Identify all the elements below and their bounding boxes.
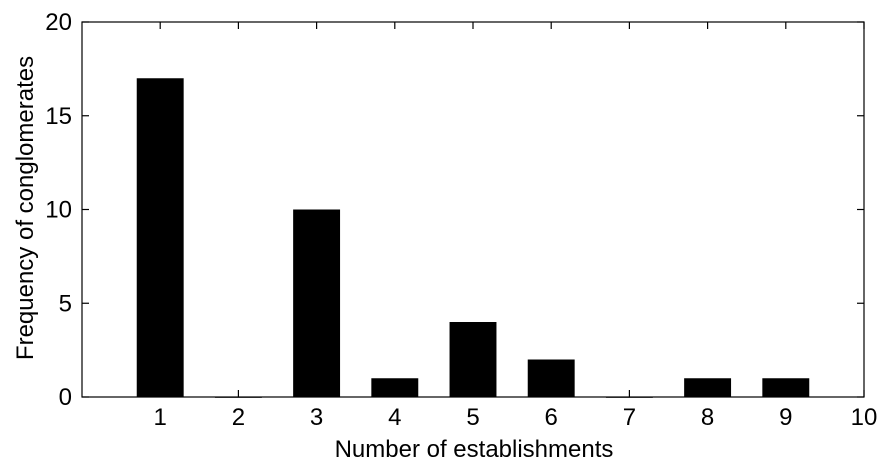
x-tick-label-6: 6 xyxy=(545,404,558,431)
tick-labels-group: 1 2 3 4 5 6 7 8 9 10 0 5 10 15 20 xyxy=(45,9,877,431)
x-axis-label: Number of establishments xyxy=(335,436,614,462)
x-tick-label-1: 1 xyxy=(154,404,167,431)
bar-3 xyxy=(293,209,341,397)
y-axis-label: Frequency of conglomerates xyxy=(12,56,39,360)
bar-9 xyxy=(762,378,810,397)
x-tick-label-7: 7 xyxy=(623,404,636,431)
x-tick-label-3: 3 xyxy=(310,404,323,431)
bar-1 xyxy=(136,78,184,397)
x-tick-label-8: 8 xyxy=(701,404,714,431)
y-tick-label-5: 5 xyxy=(59,290,72,317)
x-tick-label-5: 5 xyxy=(466,404,479,431)
y-tick-label-0: 0 xyxy=(59,384,72,411)
x-tick-label-9: 9 xyxy=(779,404,792,431)
x-tick-label-10: 10 xyxy=(851,404,878,431)
y-tick-label-10: 10 xyxy=(45,197,72,224)
bar-4 xyxy=(371,378,419,397)
bars-group xyxy=(136,78,810,398)
x-tick-label-4: 4 xyxy=(388,404,401,431)
y-tick-label-15: 15 xyxy=(45,103,72,130)
y-tick-label-20: 20 xyxy=(45,9,72,36)
ticks-group xyxy=(82,21,865,398)
bar-5 xyxy=(449,322,497,397)
bar-8 xyxy=(684,378,732,397)
x-tick-label-2: 2 xyxy=(232,404,245,431)
